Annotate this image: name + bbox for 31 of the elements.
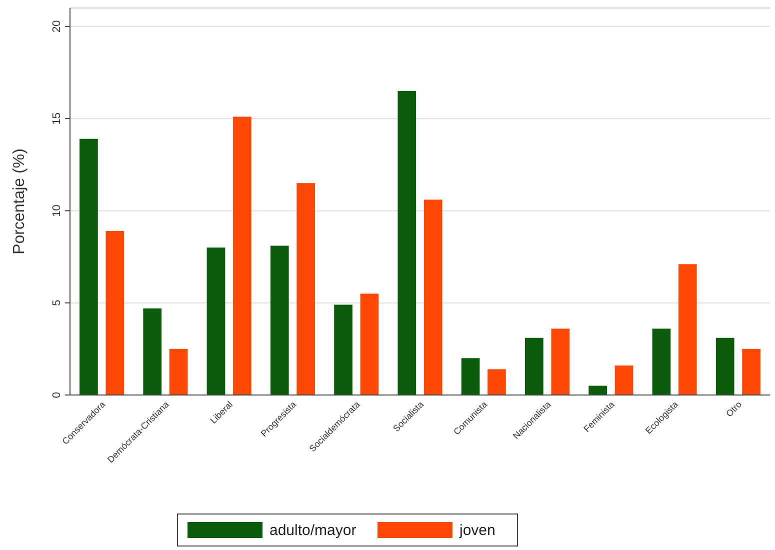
bar: [106, 230, 124, 395]
bar: [424, 200, 442, 395]
bar: [334, 304, 352, 395]
bar: [614, 366, 634, 395]
bar: [742, 348, 760, 395]
bar: [233, 116, 252, 395]
legend-label: joven: [458, 522, 496, 539]
bar: [488, 369, 506, 395]
bar: [80, 138, 98, 395]
bar: [296, 183, 315, 395]
bar: [270, 246, 289, 395]
y-tick-label: 20: [51, 20, 63, 33]
x-tick-label: Otro: [724, 399, 744, 419]
bar: [143, 308, 162, 395]
bar: [206, 248, 226, 395]
y-tick-label: 5: [51, 300, 63, 306]
bar: [461, 358, 480, 395]
bar: [588, 386, 607, 395]
y-tick-label: 0: [51, 392, 63, 398]
bar: [360, 294, 379, 395]
bar: [678, 264, 697, 395]
bar: [716, 338, 734, 395]
bar: [525, 338, 544, 395]
bar: [652, 328, 671, 395]
legend-label: adulto/mayor: [270, 522, 356, 539]
bar: [169, 348, 188, 395]
y-tick-label: 10: [51, 204, 63, 217]
y-axis-title: Porcentaje (%): [11, 148, 28, 254]
bar: [551, 328, 570, 395]
y-tick-label: 15: [51, 112, 63, 125]
bar: [398, 90, 416, 395]
